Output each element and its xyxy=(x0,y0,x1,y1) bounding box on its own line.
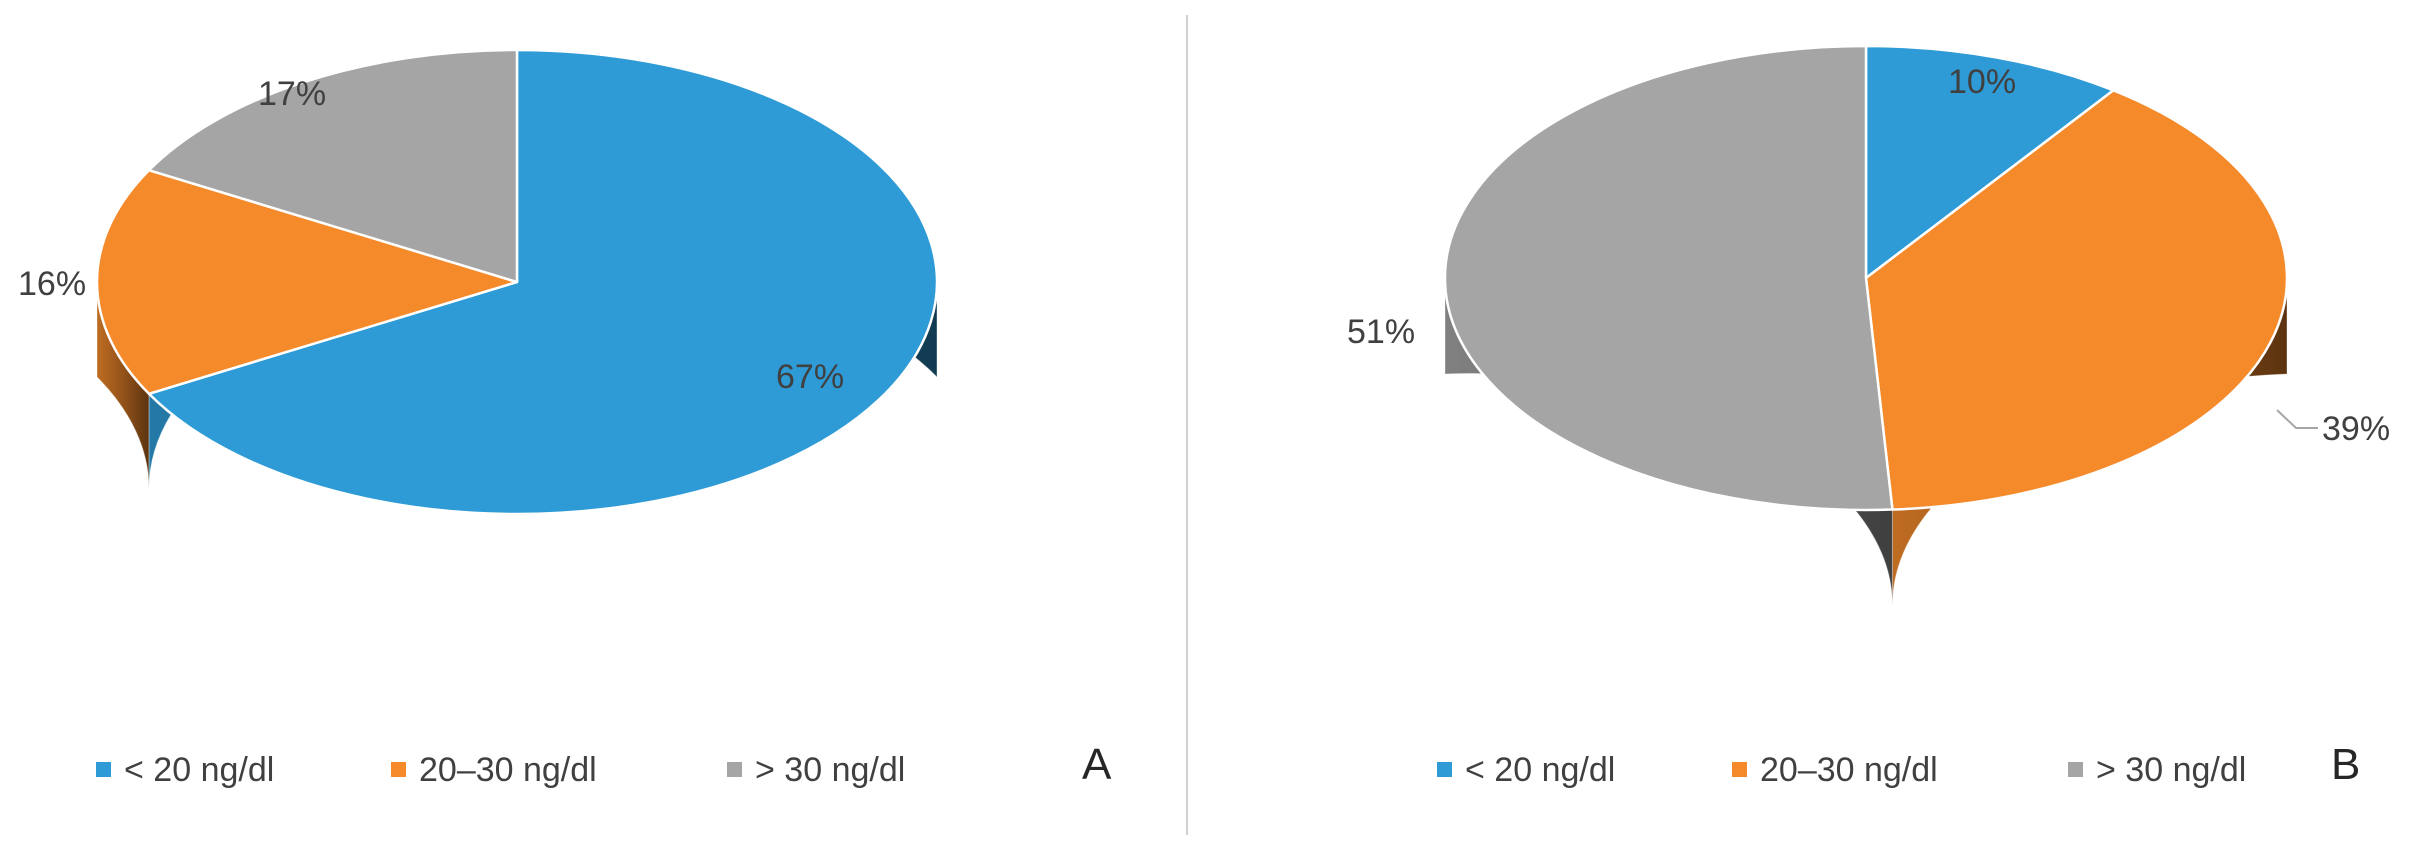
legend-swatch-20-30 xyxy=(1732,762,1747,777)
chart-panel-a: 67% 16% 17% < 20 ng/dl 20–30 ng/dl > 30 … xyxy=(18,48,1112,789)
legend-label-lt20: < 20 ng/dl xyxy=(1465,751,1615,789)
pie-slice-20-30-ng-dl xyxy=(1864,89,2289,511)
legend-swatch-gt30 xyxy=(727,762,742,777)
legend-swatch-20-30 xyxy=(391,762,406,777)
legend-label-gt30: > 30 ng/dl xyxy=(2096,751,2246,789)
legend-label-gt30: > 30 ng/dl xyxy=(755,751,905,789)
pie-slice-gt-30-ng-dl xyxy=(147,48,519,284)
pie-chart-b xyxy=(1443,44,2289,606)
pie-slice-gt-30-ng-dl xyxy=(1443,44,1894,512)
legend-a: < 20 ng/dl 20–30 ng/dl > 30 ng/dl xyxy=(96,751,905,789)
legend-swatch-lt20 xyxy=(96,762,111,777)
slice-label-lt20: 67% xyxy=(776,358,844,396)
slice-labels-a: 67% 16% 17% xyxy=(18,75,844,396)
panel-label-b: B xyxy=(2331,740,2360,789)
legend-b: < 20 ng/dl 20–30 ng/dl > 30 ng/dl xyxy=(1437,751,2246,789)
slice-label-lt20: 10% xyxy=(1948,63,2016,101)
leader-line-20-30 xyxy=(2276,409,2318,429)
pie-slice-lt-20-ng-dl xyxy=(147,48,939,516)
pie-slice-20-30-ng-dl xyxy=(95,168,519,396)
slice-labels-b: 10% 39% 51% xyxy=(1347,63,2390,448)
chart-panel-b: 10% 39% 51% < 20 ng/dl 20–30 ng/dl > 30 … xyxy=(1347,44,2390,789)
legend-label-lt20: < 20 ng/dl xyxy=(124,751,274,789)
slice-label-20-30: 16% xyxy=(18,265,86,303)
legend-label-20-30: 20–30 ng/dl xyxy=(1760,751,1938,789)
panel-label-a: A xyxy=(1082,740,1112,789)
pie-slice-lt-20-ng-dl xyxy=(1864,44,2115,280)
legend-swatch-gt30 xyxy=(2068,762,2083,777)
legend-label-20-30: 20–30 ng/dl xyxy=(419,751,597,789)
slice-label-gt30: 51% xyxy=(1347,313,1415,351)
pie-chart-a xyxy=(95,48,939,516)
slice-label-20-30: 39% xyxy=(2322,410,2390,448)
slice-label-gt30: 17% xyxy=(258,75,326,113)
legend-swatch-lt20 xyxy=(1437,762,1452,777)
